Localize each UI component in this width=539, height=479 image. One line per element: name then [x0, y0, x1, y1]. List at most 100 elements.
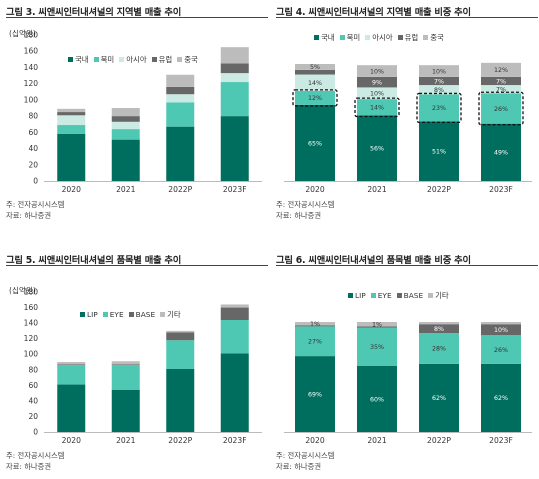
bar-segment: [220, 63, 249, 74]
legend-swatch: [370, 293, 376, 298]
x-tick-label: 2023F: [223, 436, 247, 445]
legend-swatch: [339, 35, 345, 40]
legend-item: 북미: [93, 54, 114, 65]
bar-segment: [166, 102, 195, 127]
bar-segment: [220, 47, 249, 64]
bar-segment: [57, 125, 86, 134]
footer: 주: 전자공시시스템 자료: 하나증권: [6, 199, 64, 221]
bar-segment: [419, 76, 459, 86]
legend: LIP EYE BASE 기타: [80, 309, 186, 320]
data-label: 26%: [494, 106, 508, 113]
bar-segment: [220, 320, 249, 354]
data-label: 69%: [308, 391, 322, 398]
bar-segment: [295, 69, 335, 75]
bar-segment: [111, 116, 140, 122]
legend-label: EYE: [109, 310, 124, 319]
footer: 주: 전자공시시스템 자료: 하나증권: [276, 199, 334, 221]
data-label: 8%: [434, 87, 444, 94]
y-tick-label: 40: [28, 144, 38, 153]
y-tick-label: 20: [28, 160, 38, 169]
data-label: 7%: [496, 78, 506, 85]
bar-segment: [357, 366, 397, 432]
data-label: 56%: [370, 146, 384, 153]
legend-item: 북미: [339, 32, 360, 43]
highlight-box: [354, 97, 400, 118]
bar-segment: [419, 65, 459, 77]
legend-swatch: [151, 57, 157, 62]
bar-segment: [419, 333, 459, 364]
x-tick-label: 2023F: [489, 436, 513, 445]
title-rule: [276, 265, 538, 266]
y-tick-label: 120: [24, 334, 39, 343]
y-tick-label: 180: [24, 288, 39, 297]
legend-swatch: [80, 312, 85, 317]
data-label: 62%: [432, 395, 446, 402]
x-tick-label: 2023F: [223, 185, 247, 194]
bar-segment: [357, 99, 397, 116]
data-label: 65%: [308, 140, 322, 147]
data-label: 9%: [372, 79, 382, 86]
footer-note: 주: 전자공시시스템: [6, 200, 65, 209]
data-label: 5%: [310, 64, 320, 71]
footer-note: 주: 전자공시시스템: [276, 200, 335, 209]
legend-item: 기타: [428, 290, 449, 301]
bar-segment: [111, 129, 140, 140]
data-label: 62%: [494, 395, 508, 402]
bar-segment: [295, 74, 335, 91]
x-tick-label: 2022P: [427, 436, 451, 445]
data-label: 10%: [432, 68, 446, 75]
legend-swatch: [423, 35, 429, 40]
bar-segment: [481, 335, 521, 364]
chart-panel-product-sales: 그림 5. 씨앤씨인터내셔널의 품목별 매출 추이 (십억원) LIP EYE BA…: [6, 252, 268, 478]
title-rule: [6, 17, 268, 18]
y-tick-label: 80: [28, 112, 38, 121]
bar-segment: [419, 94, 459, 122]
bar-segment: [357, 76, 397, 88]
legend-item: 아시아: [119, 54, 147, 65]
legend-swatch: [428, 293, 434, 298]
bar-segment: [111, 121, 140, 130]
bar-segment: [295, 322, 335, 326]
bar-segment: [357, 322, 397, 327]
footer-note: 주: 전자공시시스템: [6, 451, 65, 460]
y-tick-label: 160: [24, 47, 39, 56]
bar-segment: [357, 87, 397, 100]
x-tick-label: 2020: [305, 436, 324, 445]
legend-swatch: [68, 57, 73, 62]
y-tick-label: 140: [24, 63, 39, 72]
bar-segment: [220, 116, 249, 181]
bar-segment: [481, 123, 521, 181]
data-label: 23%: [432, 105, 446, 112]
data-label: 27%: [308, 339, 322, 346]
data-label: 12%: [494, 67, 508, 74]
y-tick-label: 0: [33, 428, 38, 437]
bar-segment: [166, 330, 195, 333]
legend-swatch: [314, 35, 319, 40]
bar-chart: 69% 27% 1% 2020 60% 35% 1% 2021 62% 28% 8% 2022P 62%…: [284, 321, 532, 445]
bar-segment: [295, 104, 335, 181]
legend-label: 국내: [321, 33, 335, 42]
y-tick-label: 60: [28, 128, 38, 137]
bar-chart: 0 20 40 60 80 100 120 140 160 180 2020 2021 2022P 202…: [24, 31, 262, 194]
legend-swatch: [119, 57, 125, 62]
title-rule: [6, 265, 268, 266]
data-label: 35%: [370, 344, 384, 351]
chart-title: 그림 6. 씨앤씨인터내셔널의 품목별 매출 비중 추이: [276, 255, 471, 266]
x-tick-label: 2020: [305, 185, 324, 194]
bar-segment: [57, 364, 86, 366]
bar-segment: [166, 340, 195, 369]
bar-segment: [481, 76, 521, 86]
legend: 국내 북미 아시아 유럽 중국: [68, 54, 203, 65]
bar-segment: [57, 108, 86, 113]
bar-segment: [419, 85, 459, 95]
highlight-box: [478, 91, 524, 126]
legend-item: 유럽: [151, 54, 172, 65]
y-tick-label: 140: [24, 319, 39, 328]
y-tick-label: 120: [24, 79, 39, 88]
legend-swatch: [397, 35, 403, 40]
bar-segment: [419, 121, 459, 181]
bar-segment: [295, 326, 335, 357]
bar-segment: [357, 327, 397, 366]
bar-segment: [111, 139, 140, 181]
bar-segment: [357, 65, 397, 77]
